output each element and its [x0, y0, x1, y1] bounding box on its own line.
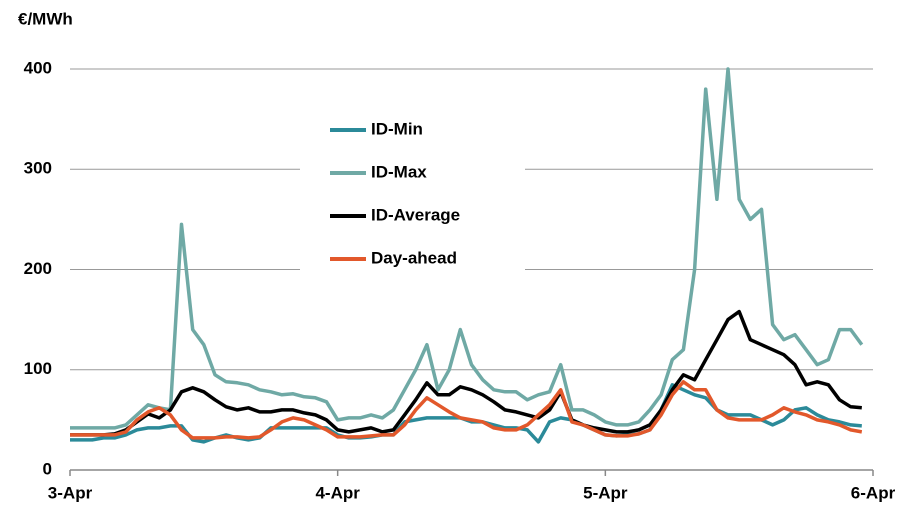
- x-tick-label: 6-Apr: [851, 483, 896, 502]
- x-tick-label: 3-Apr: [48, 483, 93, 502]
- x-tick-label: 5-Apr: [583, 483, 628, 502]
- y-tick-label: 0: [43, 459, 52, 478]
- series-line: [70, 67, 864, 430]
- y-axis-label: €/MWh: [18, 9, 73, 28]
- y-tick-label: 300: [24, 159, 52, 178]
- legend-box: [300, 105, 525, 280]
- series-line: [70, 380, 863, 440]
- y-tick-label: 400: [24, 58, 52, 77]
- y-tick-label: 200: [24, 259, 52, 278]
- x-tick-label: 4-Apr: [315, 483, 360, 502]
- series-line: [70, 309, 862, 437]
- legend-label: Day-ahead: [371, 248, 457, 267]
- legend-label: ID-Min: [371, 119, 423, 138]
- legend-label: ID-Average: [371, 205, 460, 224]
- y-tick-label: 100: [24, 359, 52, 378]
- legend-label: ID-Max: [371, 162, 427, 181]
